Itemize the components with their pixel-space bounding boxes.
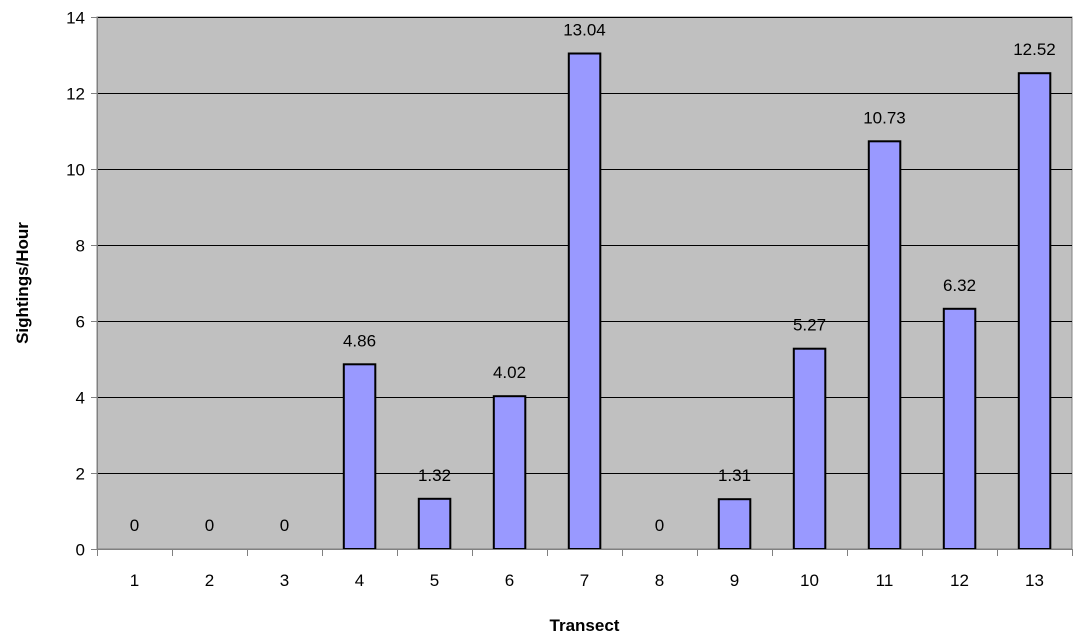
x-tick-label-3: 3: [280, 571, 289, 590]
x-tick-label-11: 11: [876, 571, 894, 590]
y-tick-label-8: 8: [76, 237, 85, 256]
data-label-transect-8: 0: [655, 516, 664, 535]
x-tick-labels: 1 2 3 4 5 6 7 8 9 10 11 12 13: [130, 571, 1044, 590]
bar-transect-5: [417, 497, 452, 550]
bar-transect-9: [717, 498, 752, 551]
x-tick-label-8: 8: [655, 571, 664, 590]
data-label-transect-7: 13.04: [563, 21, 606, 40]
data-labels: 0 0 0 4.86 1.32 4.02 13.04 0 1.31 5.27 10.73 6.32 12…: [130, 21, 1056, 536]
bar-transect-11: [867, 140, 902, 551]
y-tick-label-14: 14: [66, 9, 85, 28]
x-tick-label-6: 6: [505, 571, 514, 590]
x-tick-label-4: 4: [355, 571, 364, 590]
x-tick-label-13: 13: [1025, 571, 1044, 590]
axes: [91, 17, 1073, 556]
data-label-transect-12: 6.32: [943, 276, 976, 295]
x-tick-label-1: 1: [130, 571, 139, 590]
y-tick-label-10: 10: [66, 161, 85, 180]
y-axis-title: Sightings/Hour: [13, 222, 32, 344]
data-label-transect-4: 4.86: [343, 331, 376, 350]
bar-transect-7: [567, 52, 602, 550]
y-tick-label-0: 0: [76, 541, 85, 560]
bars: [342, 52, 1052, 551]
x-axis-title: Transect: [550, 616, 620, 635]
x-tick-label-9: 9: [730, 571, 739, 590]
data-label-transect-2: 0: [205, 516, 214, 535]
bar-transect-10: [792, 347, 827, 551]
bar-transect-13: [1017, 72, 1052, 550]
data-label-transect-10: 5.27: [793, 316, 826, 335]
x-tick-label-10: 10: [800, 571, 819, 590]
bar-transect-6: [492, 395, 527, 551]
y-tick-label-4: 4: [76, 389, 85, 408]
data-label-transect-9: 1.31: [718, 466, 751, 485]
x-tick-label-5: 5: [430, 571, 439, 590]
y-tick-label-6: 6: [76, 313, 85, 332]
x-tick-label-12: 12: [950, 571, 969, 590]
y-tick-label-12: 12: [66, 85, 85, 104]
x-tick-label-2: 2: [205, 571, 214, 590]
data-label-transect-5: 1.32: [418, 466, 451, 485]
bar-transect-12: [942, 307, 977, 550]
y-tick-labels: 0 2 4 6 8 10 12 14: [66, 9, 85, 560]
data-label-transect-11: 10.73: [863, 108, 906, 127]
x-tick-label-7: 7: [580, 571, 589, 590]
y-tick-label-2: 2: [76, 465, 85, 484]
data-label-transect-6: 4.02: [493, 363, 526, 382]
data-label-transect-13: 12.52: [1013, 40, 1056, 59]
data-label-transect-3: 0: [280, 516, 289, 535]
data-label-transect-1: 0: [130, 516, 139, 535]
bar-transect-4: [342, 363, 377, 550]
